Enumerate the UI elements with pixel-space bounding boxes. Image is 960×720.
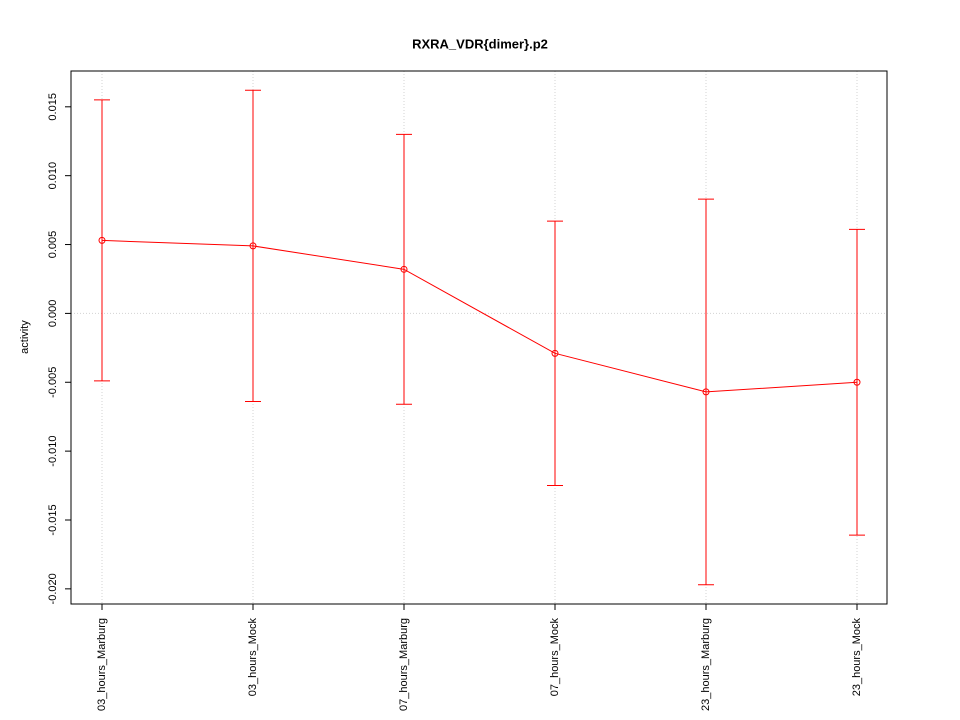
x-tick-label: 03_hours_Marburg — [96, 618, 108, 711]
x-tick-label: 03_hours_Mock — [247, 618, 259, 697]
point — [853, 378, 861, 386]
y-tick-label: -0.020 — [47, 573, 59, 604]
point — [98, 236, 106, 244]
y-tick-label: 0.000 — [47, 300, 59, 328]
y-axis-label: activity — [19, 320, 31, 354]
x-tick-label: 07_hours_Marburg — [398, 618, 410, 711]
y-tick-label: -0.015 — [47, 504, 59, 535]
point — [400, 265, 408, 273]
y-tick-label: -0.010 — [47, 436, 59, 467]
y-tick-label: 0.010 — [47, 162, 59, 190]
chart-title: RXRA_VDR{dimer}.p2 — [412, 36, 548, 51]
y-tick-label: -0.005 — [47, 367, 59, 398]
x-tick-label: 07_hours_Mock — [549, 618, 561, 697]
y-tick-label: 0.005 — [47, 231, 59, 259]
series-line — [101, 239, 858, 393]
x-tick-label: 23_hours_Mock — [851, 618, 863, 697]
point — [249, 242, 257, 250]
x-tick-label: 23_hours_Marburg — [700, 618, 712, 711]
point — [702, 388, 710, 396]
plot-frame — [70, 70, 888, 605]
y-tick-label: 0.015 — [47, 93, 59, 121]
point — [551, 349, 559, 357]
